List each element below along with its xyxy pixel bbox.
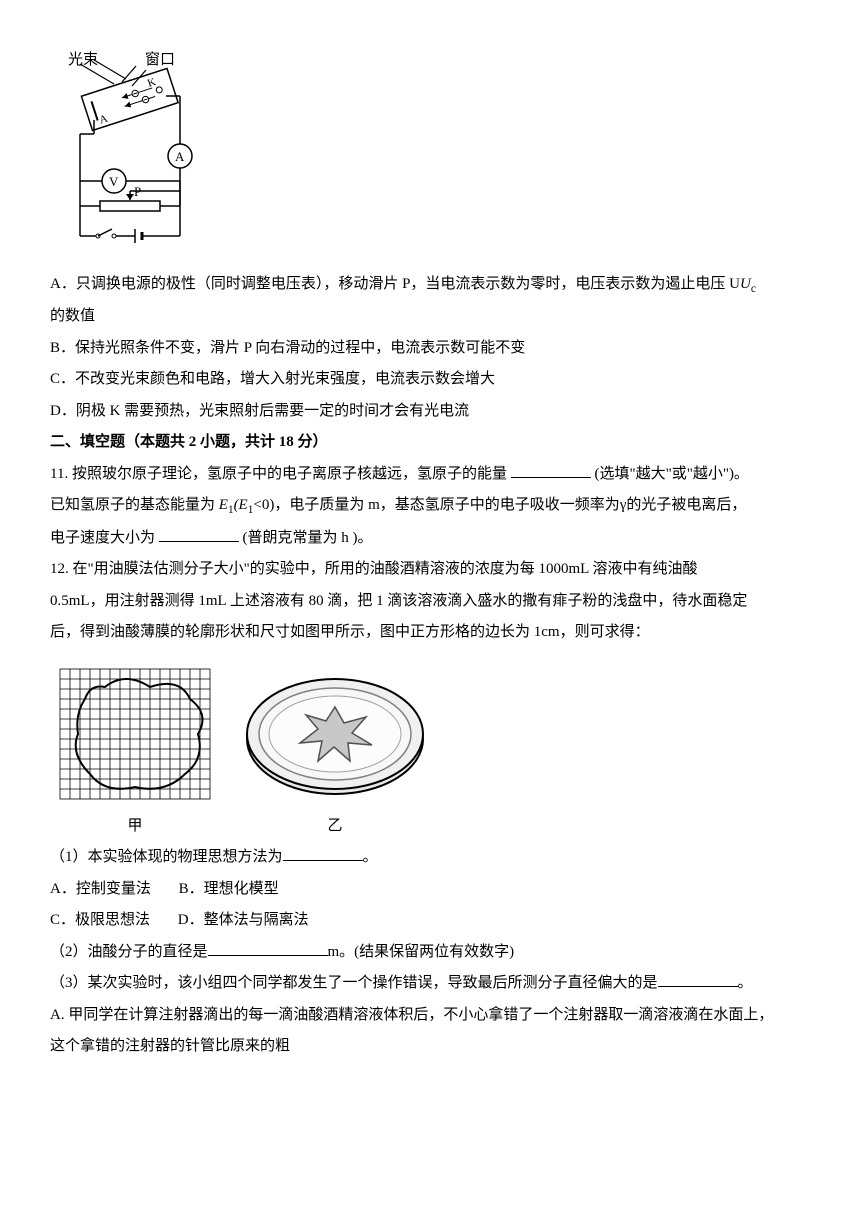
label-window: 窗口 (145, 50, 175, 68)
q12-p2: （2）油酸分子的直径是m。(结果保留两位有效数字) (50, 937, 810, 969)
switch-icon (98, 229, 112, 236)
circuit-svg: 光束 窗口 A K A (50, 46, 250, 246)
q12-options-row1: A．控制变量法 B．理想化模型 (50, 874, 810, 906)
photoelectric-circuit-figure: 光束 窗口 A K A (50, 46, 810, 259)
q12-figures (50, 659, 810, 809)
q12-intro-1: 12. 在"用油膜法估测分子大小"的实验中，所用的油酸酒精溶液的浓度为每 100… (50, 554, 810, 586)
q12-opt-c: C．极限思想法 (50, 905, 150, 937)
phototube-group: A K (81, 68, 178, 130)
ammeter-label: A (175, 149, 185, 164)
q12-opt-a: A．控制变量法 (50, 874, 151, 906)
voltmeter-label: V (109, 174, 119, 189)
q12-opt-d: D．整体法与隔离法 (178, 905, 309, 937)
q10-option-b: B．保持光照条件不变，滑片 P 向右滑动的过程中，电流表示数可能不变 (50, 333, 810, 365)
q12-blank3 (658, 971, 738, 987)
q12-blank1 (283, 845, 363, 861)
q12-p3: （3）某次实验时，该小组四个同学都发生了一个操作错误，导致最后所测分子直径偏大的… (50, 968, 810, 1000)
grid-oilfilm-figure (50, 659, 220, 809)
q10-option-a-tail: 的数值 (50, 301, 810, 333)
q12-opt-b: B．理想化模型 (179, 874, 279, 906)
q11-blank1 (511, 462, 591, 478)
q12-p4a: A. 甲同学在计算注射器滴出的每一滴油酸酒精溶液体积后，不小心拿错了一个注射器取… (50, 1000, 810, 1032)
q12-options-row2: C．极限思想法 D．整体法与隔离法 (50, 905, 810, 937)
rheostat-icon (100, 201, 160, 211)
q12-blank2 (208, 940, 328, 956)
caption-jia: 甲 (50, 811, 220, 843)
q12-p1: （1）本实验体现的物理思想方法为。 (50, 842, 810, 874)
q12-captions: 甲 乙 (50, 811, 810, 843)
q11-line2: 已知氢原子的基态能量为 E1(E1<0)，电子质量为 m，基态氢原子中的电子吸收… (50, 490, 810, 523)
q12-intro-2: 0.5mL，用注射器测得 1mL 上述溶液有 80 滴，把 1 滴该溶液滴入盛水… (50, 586, 810, 618)
q11-blank2 (159, 526, 239, 542)
q10-option-d: D．阴极 K 需要预热，光束照射后需要一定的时间才会有光电流 (50, 396, 810, 428)
section-2-heading: 二、填空题（本题共 2 小题，共计 18 分） (50, 427, 810, 459)
q12-intro-3: 后，得到油酸薄膜的轮廓形状和尺寸如图甲所示，图中正方形格的边长为 1cm，则可求… (50, 617, 810, 649)
caption-yi: 乙 (240, 811, 430, 843)
dish-figure (240, 659, 430, 809)
q10-option-c: C．不改变光束颜色和电路，增大入射光束强度，电流表示数会增大 (50, 364, 810, 396)
q11-line1: 11. 按照玻尔原子理论，氢原子中的电子离原子核越远，氢原子的能量 (选填"越大… (50, 459, 810, 491)
q10-option-a: A．只调换电源的极性（同时调整电压表），移动滑片 P，当电流表示数为零时，电压表… (50, 269, 810, 302)
q12-p4b: 这个拿错的注射器的针管比原来的粗 (50, 1031, 810, 1063)
q11-line3: 电子速度大小为 (普朗克常量为 h )。 (50, 523, 810, 555)
